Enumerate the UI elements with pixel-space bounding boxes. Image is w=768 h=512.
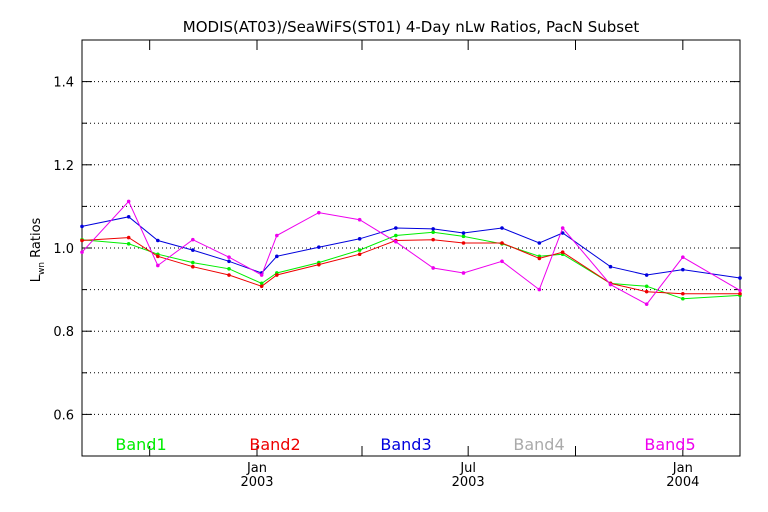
band2-point	[259, 284, 264, 289]
legend-band3: Band3	[380, 435, 431, 454]
y-tick-label: 1.0	[53, 242, 74, 257]
band5-point	[317, 210, 321, 215]
band2-point	[317, 262, 321, 267]
band5-point	[431, 266, 435, 270]
band2-point	[126, 235, 131, 240]
band2-point	[644, 289, 649, 294]
band1-line	[81, 231, 741, 300]
y-axis: 0.6 0.8 1.0 1.2 1.4	[53, 76, 740, 423]
band3-point	[126, 215, 131, 219]
band1-point	[357, 248, 362, 252]
band5-point	[275, 233, 279, 238]
band3-point	[80, 224, 84, 229]
band5-point	[738, 288, 742, 293]
band3-point	[608, 264, 613, 269]
x-tick-label: 2004	[666, 475, 699, 490]
band1-point	[644, 284, 649, 289]
x-tick-label: Jan	[672, 461, 693, 476]
band2-point	[191, 264, 195, 269]
band3-point	[191, 248, 195, 252]
band3-point	[681, 267, 685, 272]
y-axis-label-subscript: wn	[37, 262, 47, 275]
band2-point	[357, 252, 362, 257]
legend-band2: Band2	[249, 435, 300, 454]
band5-point	[126, 199, 131, 204]
band1-point	[259, 281, 264, 286]
band3-line	[81, 216, 741, 279]
band1-point	[191, 260, 195, 265]
band3-point	[317, 245, 321, 249]
band5-point	[644, 302, 649, 306]
band3-point	[560, 231, 565, 235]
x-tick-label: 2003	[240, 475, 273, 490]
band5-point	[357, 217, 362, 222]
band1-point	[431, 230, 435, 234]
band2-point	[431, 237, 435, 242]
chart-title: MODIS(AT03)/SeaWiFS(ST01) 4-Day nLw Rati…	[183, 18, 640, 36]
band3-point	[500, 226, 504, 230]
band5-point	[560, 226, 565, 230]
band5-point	[394, 239, 398, 244]
band2-point	[156, 254, 160, 259]
x-tick-label: 2003	[452, 475, 485, 490]
band2-point	[681, 291, 685, 296]
legend-band4: Band4	[513, 435, 564, 454]
band1-point	[681, 296, 685, 301]
band5-point	[80, 250, 84, 254]
band3-point	[644, 273, 649, 277]
legend: Band1 Band2 Band3 Band4 Band5	[115, 435, 695, 454]
grid-lines	[82, 81, 740, 415]
series-group	[80, 199, 742, 306]
band3-point	[357, 237, 362, 241]
y-tick-label: 1.2	[53, 159, 74, 174]
band5-point	[608, 282, 613, 287]
y-tick-label: 1.4	[53, 76, 74, 91]
band1-point	[126, 242, 131, 246]
y-axis-label-main: L	[29, 274, 44, 282]
legend-band1: Band1	[115, 435, 166, 454]
band3-point	[461, 231, 466, 235]
band5-point	[500, 259, 504, 264]
band2-point	[560, 250, 565, 254]
y-axis-label-rest: Ratios	[29, 217, 44, 262]
x-tick-label: Jan	[246, 461, 267, 476]
band1-point	[394, 233, 398, 238]
band2-point	[500, 241, 504, 245]
band2-point	[275, 273, 279, 277]
band2-point	[537, 256, 542, 261]
band2-point	[461, 241, 466, 245]
band1-point	[227, 267, 231, 271]
band5-point	[156, 263, 160, 268]
y-axis-label: Lwn Ratios	[29, 217, 47, 282]
y-tick-label: 0.6	[53, 408, 74, 423]
band5-line	[81, 200, 741, 305]
band5-point	[461, 271, 466, 275]
band3-point	[394, 226, 398, 230]
band3-point	[738, 276, 742, 280]
band1-point	[461, 234, 466, 239]
band5-point	[227, 255, 231, 259]
band3-point	[227, 259, 231, 264]
band5-point	[681, 255, 685, 259]
band3-point	[537, 241, 542, 245]
band5-point	[259, 273, 264, 277]
legend-band5: Band5	[644, 435, 695, 454]
y-tick-label: 0.8	[53, 325, 74, 340]
band2-point	[738, 291, 742, 296]
band5-point	[191, 237, 195, 242]
band5-point	[537, 287, 542, 292]
band3-point	[156, 238, 160, 243]
x-tick-label: Jul	[459, 461, 476, 476]
band3-point	[431, 227, 435, 231]
band2-point	[227, 273, 231, 277]
band3-point	[275, 254, 279, 259]
band2-point	[80, 238, 84, 243]
